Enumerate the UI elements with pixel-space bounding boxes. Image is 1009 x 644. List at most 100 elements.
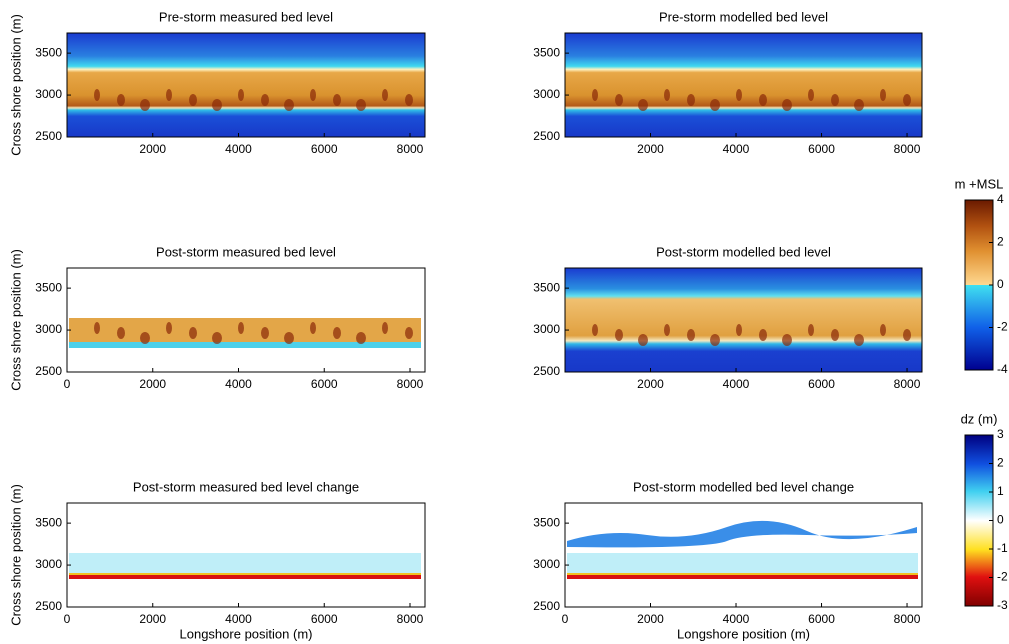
- x-tick-label: 6000: [311, 142, 338, 156]
- field-texture: [808, 324, 814, 336]
- field-texture: [405, 327, 413, 339]
- x-tick-label: 8000: [894, 142, 921, 156]
- field-texture: [664, 324, 670, 336]
- field-texture: [736, 89, 742, 101]
- field-texture: [903, 94, 911, 106]
- colorbar-title: dz (m): [961, 411, 998, 426]
- x-tick-label: 6000: [311, 612, 338, 626]
- y-axis-label: Cross shore position (m): [8, 14, 23, 156]
- field-texture: [759, 94, 767, 106]
- panel-title: Post-storm modelled bed level change: [633, 479, 854, 494]
- y-tick-label: 2500: [35, 364, 62, 378]
- field-band: [69, 342, 421, 348]
- x-tick-label: 4000: [723, 142, 750, 156]
- y-tick-label: 3500: [533, 280, 560, 294]
- field-texture: [310, 89, 316, 101]
- y-tick-label: 3000: [35, 557, 62, 571]
- field-texture: [166, 322, 172, 334]
- x-tick-label: 4000: [225, 612, 252, 626]
- colorbar-tick-label: -3: [997, 598, 1008, 612]
- field-texture: [284, 332, 294, 344]
- panel-title: Post-storm measured bed level change: [133, 479, 359, 494]
- colorbar-tick-label: -2: [997, 570, 1008, 584]
- plot-frame: [66, 32, 426, 138]
- field-texture: [710, 334, 720, 346]
- y-tick-label: 3000: [533, 87, 560, 101]
- x-tick-label: 8000: [894, 612, 921, 626]
- colorbar: [964, 199, 994, 371]
- field-texture: [831, 94, 839, 106]
- y-tick-label: 2500: [533, 364, 560, 378]
- field-texture: [808, 89, 814, 101]
- colorbar-tick-label: 4: [997, 192, 1004, 206]
- x-tick-label: 2000: [637, 612, 664, 626]
- field-texture: [854, 334, 864, 346]
- field-texture: [189, 94, 197, 106]
- field-texture: [592, 324, 598, 336]
- field-texture: [166, 89, 172, 101]
- x-tick-label: 4000: [225, 142, 252, 156]
- field-image: [67, 33, 425, 137]
- x-tick-label: 4000: [723, 612, 750, 626]
- field-band: [567, 520, 917, 548]
- field-texture: [759, 329, 767, 341]
- field-texture: [664, 89, 670, 101]
- panel-title: Pre-storm modelled bed level: [659, 9, 828, 24]
- field-image: [565, 33, 922, 137]
- x-tick-label: 8000: [894, 377, 921, 391]
- colorbar-title: m +MSL: [955, 176, 1004, 191]
- field-texture: [333, 327, 341, 339]
- y-axis-label: Cross shore position (m): [8, 249, 23, 391]
- panel-title: Post-storm modelled bed level: [656, 244, 831, 259]
- field-texture: [615, 329, 623, 341]
- field-texture: [736, 324, 742, 336]
- field-texture: [189, 327, 197, 339]
- colorbar-tick-label: 3: [997, 427, 1004, 441]
- x-axis-label: Longshore position (m): [180, 626, 313, 641]
- x-tick-label: 2000: [139, 612, 166, 626]
- colorbar-tick-label: -1: [997, 541, 1008, 555]
- field-texture: [592, 89, 598, 101]
- y-tick-label: 3500: [533, 515, 560, 529]
- y-tick-label: 3000: [533, 322, 560, 336]
- x-tick-label: 2000: [637, 142, 664, 156]
- y-tick-label: 3000: [35, 87, 62, 101]
- field-band: [567, 575, 918, 579]
- y-tick-label: 2500: [533, 599, 560, 613]
- x-tick-label: 2000: [637, 377, 664, 391]
- field-texture: [782, 334, 792, 346]
- field-texture: [333, 94, 341, 106]
- x-tick-label: 6000: [808, 612, 835, 626]
- field-texture: [710, 99, 720, 111]
- field-texture: [854, 99, 864, 111]
- x-tick-label: 8000: [397, 612, 424, 626]
- y-tick-label: 2500: [533, 129, 560, 143]
- field-texture: [261, 327, 269, 339]
- colorbar-tick-label: 1: [997, 484, 1004, 498]
- colorbar-tick-label: 0: [997, 277, 1004, 291]
- plot-frame: [564, 267, 923, 373]
- x-tick-label: 0: [64, 612, 71, 626]
- plot-frame: [66, 267, 426, 373]
- x-tick-label: 8000: [397, 377, 424, 391]
- field-texture: [880, 324, 886, 336]
- x-tick-label: 8000: [397, 142, 424, 156]
- colorbar-tick-label: -2: [997, 320, 1008, 334]
- y-tick-label: 2500: [35, 599, 62, 613]
- field-texture: [140, 332, 150, 344]
- field-texture: [382, 322, 388, 334]
- field-texture: [903, 329, 911, 341]
- y-tick-label: 3000: [533, 557, 560, 571]
- colorbar-tick-label: 0: [997, 513, 1004, 527]
- y-axis-label: Cross shore position (m): [8, 484, 23, 626]
- field-texture: [238, 89, 244, 101]
- field-texture: [261, 94, 269, 106]
- x-tick-label: 6000: [808, 377, 835, 391]
- y-tick-label: 3500: [35, 45, 62, 59]
- field-texture: [117, 327, 125, 339]
- y-tick-label: 3000: [35, 322, 62, 336]
- field-texture: [94, 322, 100, 334]
- colorbar: [964, 434, 994, 607]
- x-tick-label: 6000: [311, 377, 338, 391]
- x-tick-label: 0: [64, 377, 71, 391]
